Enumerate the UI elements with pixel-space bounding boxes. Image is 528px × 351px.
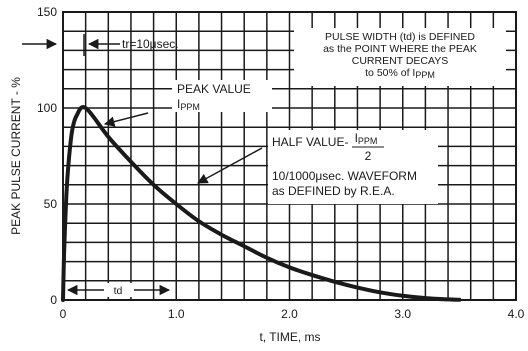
x-axis-title: t, TIME, ms [259, 330, 320, 344]
pulse-width-line-1: PULSE WIDTH (td) is DEFINED [325, 31, 475, 43]
half-numerator-sub: PPM [358, 136, 378, 146]
waveform-line-2: as DEFINED by R.E.A. [272, 184, 395, 198]
x-tick-label: 2.0 [281, 307, 298, 321]
y-tick-label: 0 [50, 293, 57, 307]
x-tick-label: 1.0 [168, 307, 185, 321]
td-label: td [114, 285, 123, 297]
waveform-line-1: 10/1000μsec. WAVEFORM [272, 169, 417, 183]
pulse-width-line-3: CURRENT DECAYS [352, 55, 448, 67]
x-tick-label: 3.0 [394, 307, 411, 321]
annotations: tr=10μsec. PULSE WIDTH (td) is DEFINED a… [22, 28, 506, 297]
half-numerator: IPPM [355, 131, 378, 146]
tr-label: tr=10μsec. [122, 37, 179, 51]
x-tick-label: 0 [60, 307, 67, 321]
pulse-width-line-4: to 50% of IPPM [365, 67, 435, 80]
half-numerator-text: I [355, 131, 358, 145]
half-denominator: 2 [365, 149, 372, 163]
y-tick-label: 100 [37, 101, 57, 115]
peak-value-arrow [103, 112, 149, 127]
peak-value-textbox [172, 80, 272, 112]
half-value-label: HALF VALUE- [272, 135, 348, 149]
y-tick-label: 50 [44, 197, 58, 211]
plot-frame [62, 11, 517, 301]
peak-ippm-text: I [177, 97, 180, 111]
axis-ticks: 0 1.0 2.0 3.0 4.0 0 50 100 150 [37, 5, 525, 321]
half-value-arrow [197, 147, 263, 184]
waveform-curve [61, 105, 462, 302]
y-tick-label: 150 [37, 5, 57, 19]
pulse-width-line-4-sub: PPM [415, 70, 435, 80]
peak-ippm-label: IPPM [177, 97, 200, 112]
pulse-width-line-2: as the POINT WHERE the PEAK [323, 43, 477, 55]
x-tick-label: 4.0 [508, 307, 525, 321]
half-value-textbox [268, 130, 438, 204]
pulse-width-textbox [294, 28, 506, 86]
y-axis-title: PEAK PULSE CURRENT - % [9, 77, 23, 235]
peak-ippm-sub: PPM [180, 102, 200, 112]
pulse-width-line-4-text: to 50% of I [365, 67, 415, 79]
peak-value-label: PEAK VALUE [177, 82, 251, 96]
td-label-bg [106, 283, 132, 297]
